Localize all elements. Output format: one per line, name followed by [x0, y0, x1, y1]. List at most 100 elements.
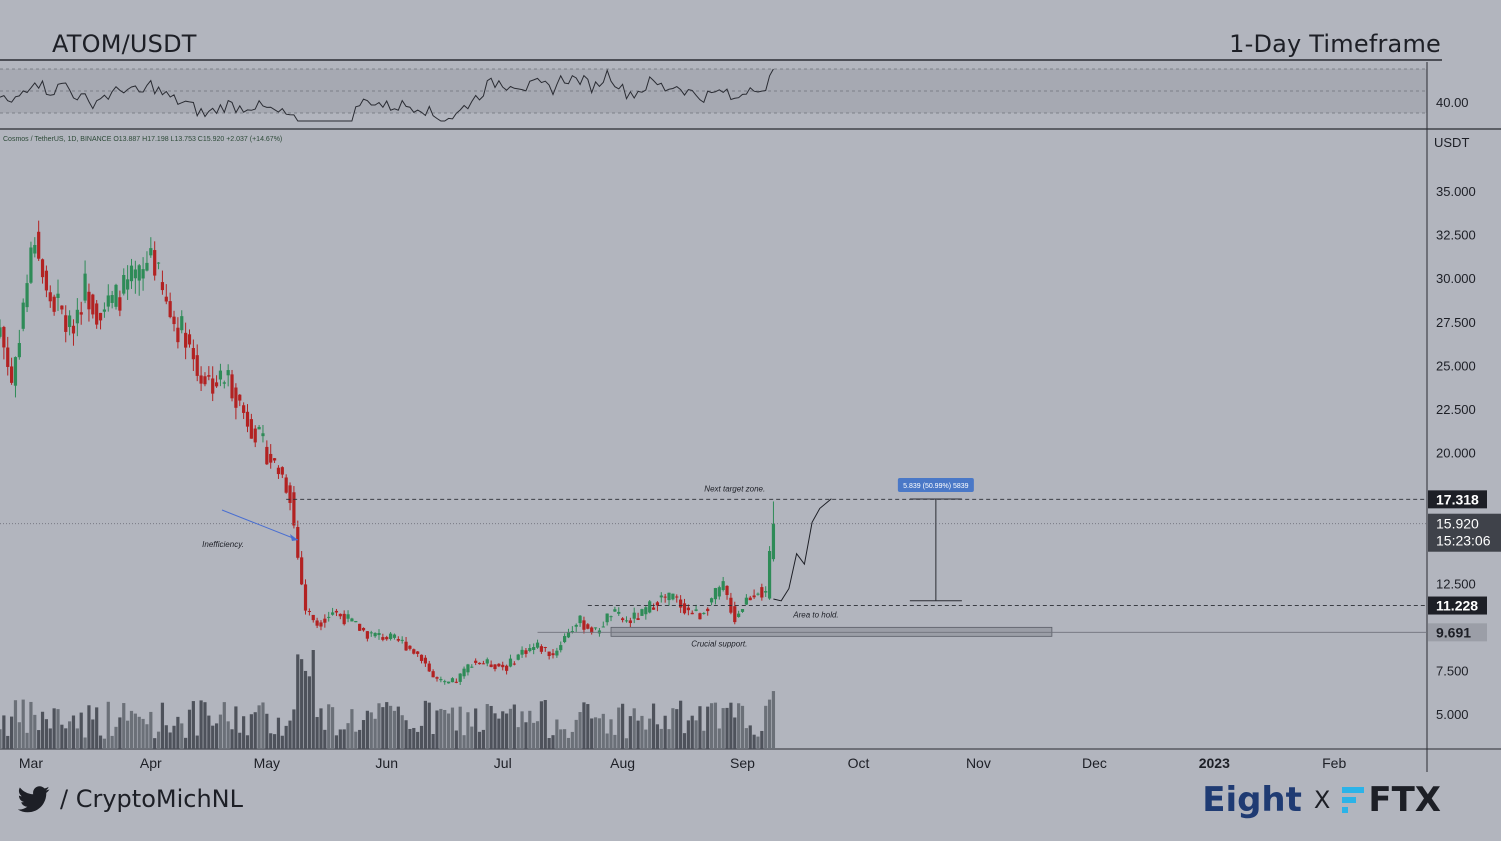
volume-bar [141, 718, 145, 749]
volume-bar [199, 700, 203, 749]
candle-body [319, 622, 323, 627]
candle-body [709, 598, 714, 603]
candle-body [369, 632, 373, 634]
volume-bar [71, 715, 76, 749]
twitter-handle[interactable]: / CryptoMichNL [18, 782, 243, 816]
brand-footer: Eight X FTX [1202, 780, 1441, 820]
candle-body [555, 650, 559, 656]
candle-body [276, 467, 281, 475]
candle-body [323, 618, 327, 623]
volume-bar [276, 717, 281, 749]
candle-body [129, 265, 134, 282]
volume-bar [214, 723, 219, 749]
candle-body [682, 603, 687, 614]
candle-body [609, 616, 613, 618]
candle-body [388, 633, 393, 640]
volume-bar [663, 715, 667, 749]
volume-bar [671, 708, 675, 749]
volume-bar [524, 722, 528, 749]
candle-body [40, 259, 45, 278]
candle-body [377, 633, 381, 636]
volume-bar [466, 712, 470, 749]
candle-body [203, 376, 207, 385]
volume-bar [721, 708, 725, 749]
candle-body [756, 593, 760, 595]
brand-ftx-text: FTX [1368, 780, 1441, 820]
volume-bar [346, 723, 350, 749]
candle-body [586, 624, 590, 629]
volume-bar [56, 709, 60, 749]
candle-body [427, 663, 431, 672]
volume-bar [234, 706, 238, 749]
price-tick-label: 20.000 [1436, 446, 1476, 461]
volume-bar [764, 705, 768, 749]
inefficiency-arrowhead [290, 534, 298, 541]
volume-bar [535, 721, 540, 749]
candle-body [381, 637, 385, 640]
candle-body [408, 645, 412, 649]
volume-bar [586, 704, 590, 749]
candle-body [559, 645, 563, 651]
candle-body [280, 467, 284, 475]
volume-bar [713, 702, 718, 749]
volume-bar [539, 701, 544, 749]
volume-bar [319, 708, 323, 749]
measure-label-box [897, 477, 974, 492]
ftx-logo-icon [1342, 787, 1365, 813]
candle-body [350, 618, 354, 622]
candle-body [520, 649, 524, 655]
candle-body [547, 651, 551, 657]
candle-body [71, 325, 76, 334]
volume-bar [640, 715, 644, 749]
volume-bar [6, 735, 10, 749]
candle-body [137, 265, 141, 281]
candle-body [207, 375, 211, 377]
countdown-label: 15:23:06 [1436, 533, 1491, 549]
volume-bar [694, 720, 698, 749]
volume-bar [75, 728, 79, 749]
volume-bar [543, 700, 547, 749]
candle-body [60, 305, 64, 310]
volume-bar [419, 725, 424, 749]
candle-body [156, 262, 161, 264]
volume-bar [180, 723, 184, 749]
volume-bar [129, 710, 134, 749]
candle-body [501, 664, 505, 668]
volume-bar [570, 731, 574, 749]
volume-bar [361, 720, 366, 749]
volume-bar [605, 733, 609, 749]
volume-bar [400, 715, 404, 749]
current-price-label: 15.920 [1436, 516, 1479, 532]
candle-body [752, 595, 756, 598]
volume-bar [474, 708, 478, 749]
candle-body [748, 597, 752, 601]
candle-body [118, 297, 122, 311]
volume-bar [632, 708, 636, 749]
candle-body [98, 312, 103, 321]
candle-body [725, 585, 729, 596]
candle-body [578, 615, 582, 624]
candle-body [37, 231, 41, 259]
oscillator-label: 40.00 [1436, 95, 1469, 110]
candle-body [706, 608, 710, 612]
candle-body [48, 292, 52, 302]
candle-body [396, 639, 400, 641]
candle-body [543, 647, 547, 649]
volume-bar [644, 729, 648, 749]
candle-body [651, 607, 656, 610]
volume-bar [238, 732, 242, 749]
volume-bar [508, 708, 513, 749]
candle-body [242, 405, 246, 413]
candle-body [253, 428, 257, 443]
candle-body [288, 485, 292, 503]
volume-bar [122, 703, 126, 749]
candle-body [551, 653, 555, 656]
candle-body [176, 327, 180, 343]
candle-body [601, 626, 605, 628]
support-level-note: Crucial support. [691, 639, 747, 648]
candle-body [153, 250, 157, 276]
volume-bars [0, 650, 776, 749]
volume-bar [87, 705, 91, 749]
